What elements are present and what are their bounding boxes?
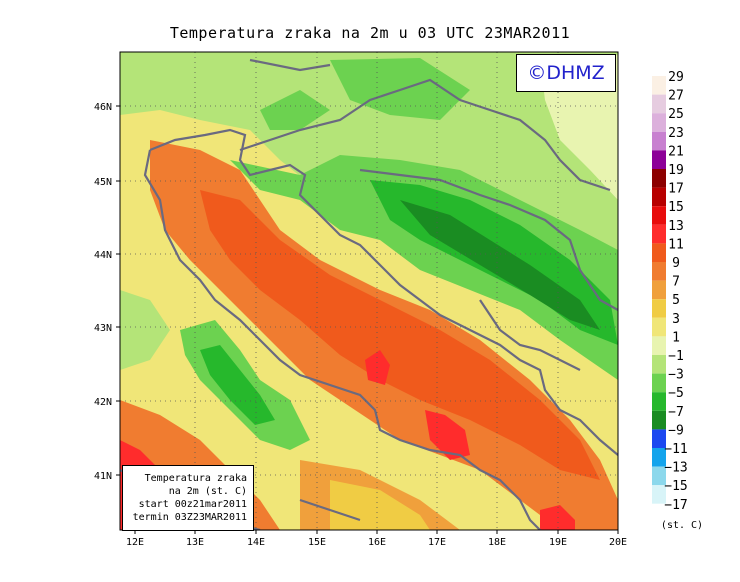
legend-swatch (652, 355, 666, 374)
legend-label: 7 (672, 275, 680, 290)
legend-unit: (st. C) (661, 520, 703, 531)
legend-label: 23 (668, 126, 684, 141)
y-tick-label: 42N (94, 397, 112, 408)
y-tick-label: 46N (94, 102, 112, 113)
x-tick-label: 20E (609, 537, 627, 548)
legend-swatch (652, 317, 666, 337)
y-tick-label: 41N (94, 471, 112, 482)
legend-swatch (652, 485, 666, 504)
color-legend: 29 27 25 23 21 19 17 15 13 11 9 7 5 3 1 −1 −3 −5 −7 −9 −11 −1… (652, 70, 688, 523)
legend-label: 13 (668, 219, 684, 234)
legend-swatch (652, 262, 666, 281)
x-tick-label: 12E (126, 537, 144, 548)
map-frame (119, 51, 619, 531)
legend-swatch (652, 448, 666, 467)
x-tick-label: 18E (488, 537, 506, 548)
legend-label: −7 (668, 405, 684, 420)
legend-swatch (652, 280, 666, 300)
info-line: start 00z21mar2011 (138, 499, 247, 510)
info-box: Temperatura zraka na 2m (st. C) start 00… (122, 465, 254, 531)
map-title: Temperatura zraka na 2m u 03 UTC 23MAR20… (169, 24, 571, 42)
legend-label: −3 (668, 368, 684, 383)
legend-swatch (652, 76, 666, 95)
temperature-field (120, 52, 618, 530)
legend-swatch (652, 224, 666, 244)
x-tick-marks (134, 530, 619, 534)
legend-swatch (652, 299, 666, 318)
legend-label: −17 (664, 498, 687, 513)
legend-label: −1 (668, 349, 684, 364)
legend-label: 17 (668, 182, 684, 197)
x-tick-label: 14E (247, 537, 265, 548)
legend-swatch (652, 392, 666, 411)
legend-swatch (652, 187, 666, 207)
legend-swatch (652, 94, 666, 114)
x-tick-label: 13E (186, 537, 204, 548)
legend-swatch (652, 169, 666, 188)
legend-label: −5 (668, 386, 684, 401)
x-tick-label: 16E (368, 537, 386, 548)
y-tick-label: 44N (94, 250, 112, 261)
legend-swatch (652, 466, 666, 486)
dhmz-logo: ©DHMZ (516, 54, 616, 92)
x-tick-label: 17E (428, 537, 446, 548)
y-tick-marks (116, 105, 120, 476)
legend-swatch (652, 373, 666, 393)
legend-swatch (652, 113, 666, 132)
x-tick-label: 19E (549, 537, 567, 548)
grid-lines (120, 52, 618, 530)
legend-label: −15 (664, 479, 687, 494)
legend-swatch (652, 150, 666, 169)
y-axis-labels: 46N 45N 44N 43N 42N 41N (94, 102, 112, 482)
info-line: Temperatura zraka (144, 473, 247, 484)
coastline-borders (120, 58, 618, 530)
y-tick-label: 45N (94, 177, 112, 188)
legend-label: −11 (664, 442, 687, 457)
legend-label: 5 (672, 293, 680, 308)
legend-label: 3 (672, 312, 680, 327)
y-tick-label: 43N (94, 323, 112, 334)
legend-label: 15 (668, 200, 684, 215)
info-line: termin 03Z23MAR2011 (132, 512, 247, 523)
legend-swatch (652, 429, 666, 448)
legend-swatch (652, 503, 666, 523)
legend-swatch (652, 243, 666, 262)
info-line: na 2m (st. C) (168, 486, 247, 497)
legend-label: −13 (664, 461, 687, 476)
legend-label: 25 (668, 107, 684, 122)
legend-label: 1 (672, 330, 680, 345)
legend-label: 11 (668, 237, 684, 252)
legend-label: 29 (668, 70, 684, 85)
legend-label: −9 (668, 423, 684, 438)
legend-swatch (652, 410, 666, 430)
legend-label: 19 (668, 163, 684, 178)
legend-label: 9 (672, 256, 680, 271)
legend-swatch (652, 131, 666, 151)
legend-label: 27 (668, 89, 684, 104)
x-tick-label: 15E (308, 537, 326, 548)
legend-swatch (652, 206, 666, 225)
legend-swatch (652, 336, 666, 355)
x-axis-labels: 12E 13E 14E 15E 16E 17E 18E 19E 20E (126, 537, 627, 548)
legend-label: 21 (668, 144, 684, 159)
